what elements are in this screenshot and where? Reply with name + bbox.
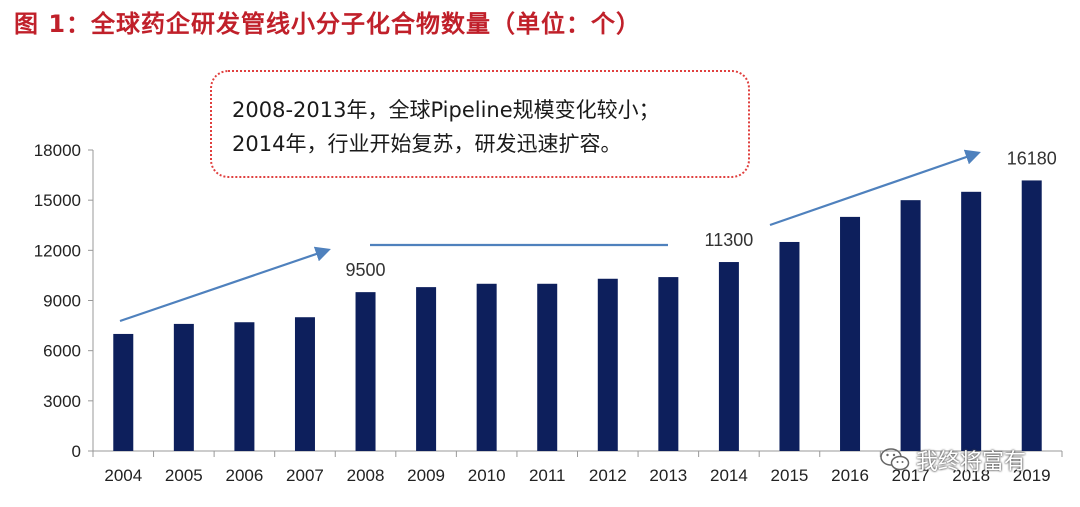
x-tick-label: 2010	[468, 466, 506, 485]
annotation-callout: 2008-2013年，全球Pipeline规模变化较小； 2014年，行业开始复…	[210, 70, 750, 178]
callout-line-1: 2008-2013年，全球Pipeline规模变化较小；	[232, 98, 660, 122]
x-tick-label: 2019	[1013, 466, 1051, 485]
bar-2019	[1021, 180, 1042, 451]
x-tick-label: 2004	[104, 466, 142, 485]
bar-2006	[234, 322, 255, 451]
bar-series	[113, 180, 1042, 452]
trend-arrows	[119, 149, 981, 323]
y-axis: 0 3000 6000 9000 12000 15000 18000	[34, 141, 94, 461]
x-tick-label: 2005	[165, 466, 203, 485]
y-tick-label: 15000	[34, 191, 81, 210]
x-tick-label: 2008	[347, 466, 385, 485]
x-tick-label: 2007	[286, 466, 324, 485]
bar-2005	[173, 323, 194, 451]
y-tick-label: 0	[72, 442, 81, 461]
y-tick-label: 6000	[43, 342, 81, 361]
x-tick-label: 2014	[710, 466, 748, 485]
bar-2015	[779, 241, 800, 451]
callout-line-2: 2014年，行业开始复苏，研发迅速扩容。	[232, 132, 622, 156]
data-labels: 9500 11300 16180	[346, 148, 1057, 280]
bar-2014	[718, 262, 739, 451]
x-tick-label: 2018	[952, 466, 990, 485]
y-tick-label: 12000	[34, 241, 81, 260]
x-tick-label: 2009	[407, 466, 445, 485]
x-tick-label: 2012	[589, 466, 627, 485]
x-tick-label: 2015	[771, 466, 809, 485]
y-tick-label: 18000	[34, 141, 81, 160]
watermark: 我终将富有	[880, 444, 1026, 476]
trend-arrow-2014-2019	[769, 149, 981, 227]
x-tick-label: 2011	[529, 466, 566, 485]
bar-2012	[597, 278, 618, 451]
x-tick-label: 2006	[225, 466, 263, 485]
bar-2004	[113, 333, 134, 451]
watermark-text: 我终将富有	[916, 450, 1027, 475]
bar-2010	[476, 283, 497, 451]
x-tick-label: 2013	[649, 466, 687, 485]
bar-2009	[416, 287, 437, 451]
data-label-2008: 9500	[346, 260, 386, 280]
bar-2007	[294, 317, 315, 451]
chart-title: 图 1：全球药企研发管线小分子化合物数量（单位：个）	[14, 10, 642, 38]
data-label-2019: 16180	[1007, 148, 1057, 168]
y-tick-label: 9000	[43, 292, 81, 311]
bar-2016	[840, 216, 861, 451]
data-label-2014: 11300	[705, 230, 754, 250]
bar-2013	[658, 277, 679, 451]
bar-2011	[537, 283, 558, 451]
wechat-icon	[880, 448, 910, 471]
x-tick-label: 2016	[831, 466, 869, 485]
bar-2018	[961, 191, 982, 452]
x-tick-label: 2017	[892, 466, 930, 485]
x-axis: 2004 2005 2006 2007 2008 2009 2010 2011 2012 2013…	[92, 450, 1063, 485]
y-tick-label: 3000	[43, 392, 81, 411]
trend-arrow-2004-2008	[119, 246, 331, 323]
bar-2008	[355, 292, 376, 451]
bar-2017	[900, 200, 921, 451]
